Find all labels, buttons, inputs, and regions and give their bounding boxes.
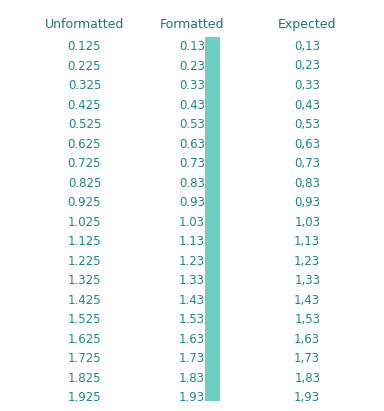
Text: 1.23: 1.23: [179, 254, 205, 268]
Text: Unformatted: Unformatted: [45, 18, 124, 31]
Text: 1.53: 1.53: [179, 313, 205, 326]
Text: 1,83: 1,83: [294, 372, 320, 385]
Text: 0.425: 0.425: [68, 99, 101, 111]
Text: 1.43: 1.43: [179, 293, 205, 307]
Text: 0.925: 0.925: [68, 196, 101, 209]
Text: 0.525: 0.525: [68, 118, 101, 131]
Text: 1,63: 1,63: [294, 332, 320, 346]
Text: 0,13: 0,13: [294, 40, 320, 53]
Text: 1,03: 1,03: [294, 215, 320, 229]
Text: Formatted: Formatted: [160, 18, 224, 31]
Text: 0.23: 0.23: [179, 60, 205, 72]
Text: 1.925: 1.925: [68, 391, 101, 404]
Text: 1.525: 1.525: [68, 313, 101, 326]
Text: 1.325: 1.325: [68, 274, 101, 287]
Text: 1,53: 1,53: [294, 313, 320, 326]
Text: 0,83: 0,83: [294, 176, 320, 189]
Text: 1.73: 1.73: [179, 352, 205, 365]
Text: 1.225: 1.225: [68, 254, 101, 268]
Text: 0,73: 0,73: [294, 157, 320, 170]
Text: 1.63: 1.63: [179, 332, 205, 346]
Text: 0.125: 0.125: [68, 40, 101, 53]
Text: 0.33: 0.33: [179, 79, 205, 92]
Text: 0.63: 0.63: [179, 138, 205, 150]
Text: 0,23: 0,23: [294, 60, 320, 72]
Text: 0,43: 0,43: [294, 99, 320, 111]
Text: 0.625: 0.625: [68, 138, 101, 150]
Text: 1.83: 1.83: [179, 372, 205, 385]
Text: 0,93: 0,93: [294, 196, 320, 209]
Text: 1.13: 1.13: [179, 235, 205, 248]
Text: 0.225: 0.225: [68, 60, 101, 72]
Text: 1,93: 1,93: [294, 391, 320, 404]
Text: 0.73: 0.73: [179, 157, 205, 170]
Text: 1.03: 1.03: [179, 215, 205, 229]
Text: 0,63: 0,63: [294, 138, 320, 150]
Text: 0.93: 0.93: [179, 196, 205, 209]
Text: 1,73: 1,73: [294, 352, 320, 365]
Text: 1.425: 1.425: [68, 293, 101, 307]
Text: 1,43: 1,43: [294, 293, 320, 307]
Text: 1.33: 1.33: [179, 274, 205, 287]
Text: 0.43: 0.43: [179, 99, 205, 111]
Text: 1.025: 1.025: [68, 215, 101, 229]
Text: 1.825: 1.825: [68, 372, 101, 385]
Text: 1,33: 1,33: [294, 274, 320, 287]
Text: 0.53: 0.53: [179, 118, 205, 131]
Text: 0.83: 0.83: [179, 176, 205, 189]
Text: 0.725: 0.725: [68, 157, 101, 170]
Text: 1,13: 1,13: [294, 235, 320, 248]
Text: 0.13: 0.13: [179, 40, 205, 53]
Text: 0.825: 0.825: [68, 176, 101, 189]
Text: 1.725: 1.725: [68, 352, 101, 365]
Text: 0.325: 0.325: [68, 79, 101, 92]
Text: 0,33: 0,33: [294, 79, 320, 92]
Text: 1.625: 1.625: [68, 332, 101, 346]
Text: 0,53: 0,53: [294, 118, 320, 131]
Bar: [205, 37, 220, 401]
Text: Expected: Expected: [278, 18, 336, 31]
Text: 1,23: 1,23: [294, 254, 320, 268]
Text: 1.93: 1.93: [179, 391, 205, 404]
Text: 1.125: 1.125: [68, 235, 101, 248]
